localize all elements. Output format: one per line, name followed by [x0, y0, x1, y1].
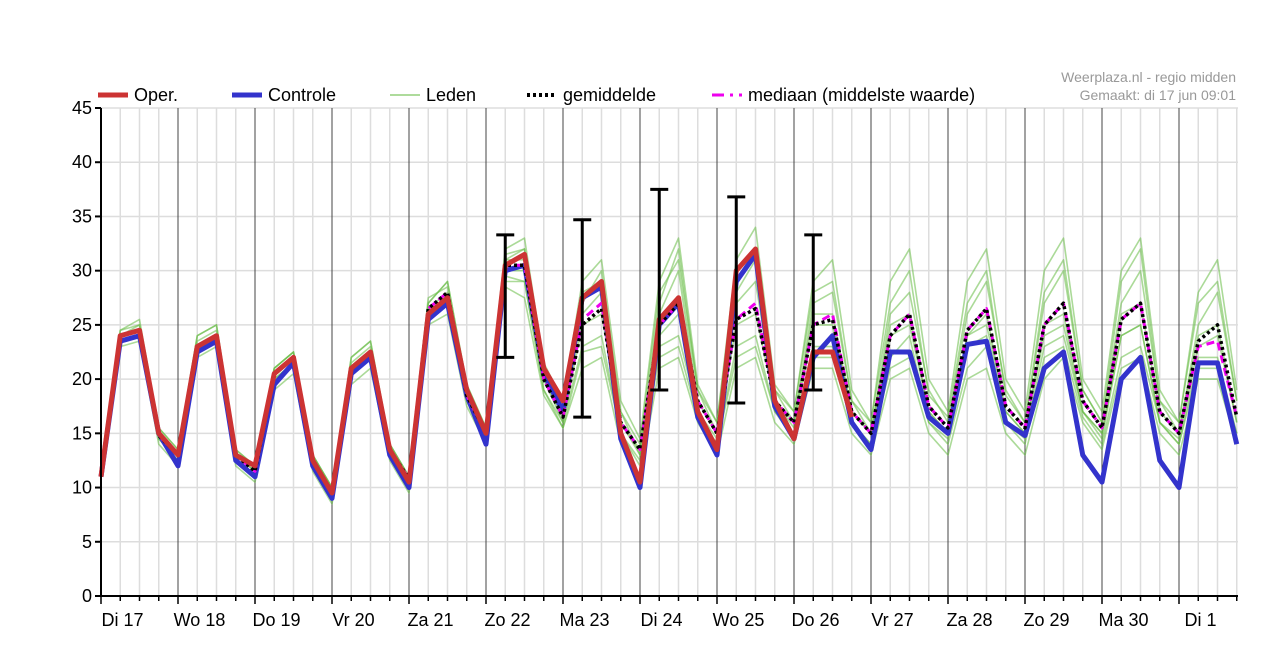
legend-item-controle: Controle	[232, 85, 336, 105]
x-day-label: Wo 18	[174, 610, 226, 630]
x-day-label: Di 24	[640, 610, 682, 630]
main-series	[98, 246, 1240, 501]
x-day-label: Za 21	[407, 610, 453, 630]
spread-error-bar	[496, 233, 515, 359]
x-day-label: Zo 29	[1023, 610, 1069, 630]
legend-label-gemiddelde: gemiddelde	[563, 85, 656, 105]
x-day-label: Di 17	[101, 610, 143, 630]
legend-item-mediaan: mediaan (middelste waarde)	[712, 85, 975, 105]
chart-legend: Oper. Controle Leden gemiddelde mediaan (mid…	[98, 85, 975, 105]
chart-credit-timestamp: Gemaakt: di 17 jun 09:01	[1080, 87, 1237, 103]
chart-grid	[100, 107, 1238, 597]
spread-error-bars	[496, 187, 823, 419]
y-tick-label: 20	[72, 369, 92, 389]
y-tick-label: 10	[72, 478, 92, 498]
x-day-label: Do 26	[791, 610, 839, 630]
x-day-label: Vr 27	[871, 610, 913, 630]
y-tick-label: 0	[82, 586, 92, 606]
x-day-label: Zo 22	[484, 610, 530, 630]
x-day-label: Vr 20	[332, 610, 374, 630]
spread-error-bar	[804, 233, 823, 392]
legend-item-oper: Oper.	[98, 85, 178, 105]
x-day-label: Ma 30	[1098, 610, 1148, 630]
y-tick-label: 5	[82, 532, 92, 552]
ensemble-member-line	[100, 248, 1238, 489]
y-tick-label: 35	[72, 206, 92, 226]
legend-item-gemiddelde: gemiddelde	[527, 85, 656, 105]
y-tick-label: 40	[72, 152, 92, 172]
y-tick-label: 30	[72, 261, 92, 281]
y-tick-label: 25	[72, 315, 92, 335]
x-day-label: Di 1	[1184, 610, 1216, 630]
legend-label-leden: Leden	[426, 85, 476, 105]
x-day-label: Do 19	[252, 610, 300, 630]
spread-error-bar	[650, 187, 669, 392]
x-day-label: Wo 25	[713, 610, 765, 630]
x-day-label: Ma 23	[559, 610, 609, 630]
legend-label-oper: Oper.	[134, 85, 178, 105]
chart-credit-source: Weerplaza.nl - regio midden	[1061, 69, 1236, 85]
legend-label-mediaan: mediaan (middelste waarde)	[748, 85, 975, 105]
ensemble-member-line	[100, 286, 1238, 505]
legend-item-leden: Leden	[390, 85, 476, 105]
y-tick-label: 45	[72, 98, 92, 118]
oper-series-line	[98, 246, 855, 496]
chart-axes: 0 5 10 15 20 25 30 35 40 45 Di 17 Wo 18 Do 19 Vr 20 Za…	[72, 98, 1238, 630]
x-day-label: Za 28	[946, 610, 992, 630]
spread-error-bar	[727, 195, 746, 405]
y-tick-label: 15	[72, 423, 92, 443]
gemiddelde-series-line	[99, 263, 1239, 495]
spread-error-bar	[573, 218, 592, 419]
legend-label-controle: Controle	[268, 85, 336, 105]
